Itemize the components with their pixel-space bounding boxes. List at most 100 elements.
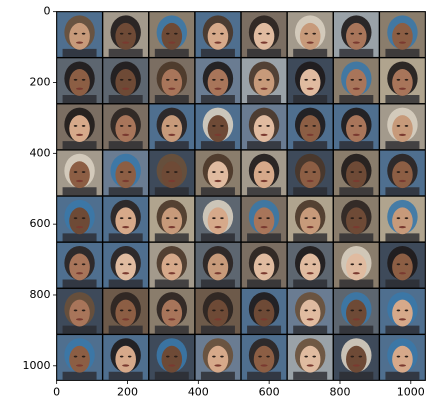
tile-eye	[165, 309, 170, 312]
tile-mouth	[122, 133, 130, 136]
tile-eye	[174, 125, 178, 127]
tile-eye	[73, 171, 78, 173]
tile-shoulders	[200, 94, 235, 104]
tile-eye	[258, 263, 262, 266]
tile-face	[115, 115, 136, 143]
tile-shoulders	[293, 233, 328, 242]
tile-eye	[220, 355, 224, 358]
tile-shoulders	[247, 279, 282, 288]
tile-eye	[81, 125, 86, 127]
tile-eye	[212, 217, 216, 220]
tile-mouth	[214, 318, 222, 321]
tile-eye	[212, 309, 216, 312]
tile-shoulders	[108, 94, 143, 104]
tile-eye	[304, 78, 308, 81]
tile-face	[392, 22, 413, 50]
tile-shoulders	[293, 279, 328, 288]
tile-face	[392, 345, 413, 373]
tile-mouth	[306, 41, 314, 44]
tile-eye	[212, 78, 216, 81]
tile-mouth	[122, 41, 130, 44]
tile-mouth	[260, 179, 268, 183]
tile-eye	[174, 309, 178, 312]
tile-face	[207, 69, 229, 96]
tile-face	[346, 253, 367, 281]
tile-shoulders	[62, 94, 97, 104]
tile-face	[115, 299, 136, 327]
x-tick-label: 1000	[397, 386, 425, 399]
tile-shoulders	[200, 325, 235, 334]
tile-shoulders	[293, 187, 328, 196]
tile-shoulders	[154, 48, 189, 57]
tile-eye	[350, 78, 355, 81]
tile-eye	[220, 263, 224, 266]
tile-eye	[404, 217, 409, 220]
tile-eye	[220, 171, 224, 173]
tile-mouth	[306, 179, 314, 183]
tile-eye	[220, 125, 224, 127]
tile-mouth	[352, 318, 360, 321]
tile-eye	[119, 309, 124, 312]
tile-shoulders	[385, 279, 420, 288]
tile-eye	[258, 217, 262, 220]
tile-face	[115, 22, 136, 50]
tile-face	[161, 345, 183, 373]
tile-face	[253, 253, 275, 281]
tile-shoulders	[154, 233, 189, 242]
tile-face	[392, 69, 413, 96]
tile-eye	[396, 263, 401, 266]
tile-eye	[358, 217, 363, 220]
tile-mouth	[75, 364, 84, 367]
tile-shoulders	[200, 233, 235, 242]
tile-mouth	[75, 133, 84, 136]
tile-mouth	[75, 225, 84, 229]
tile-shoulders	[154, 325, 189, 334]
tile-face	[299, 115, 321, 143]
tile-eye	[165, 32, 170, 35]
tile-mouth	[260, 272, 268, 275]
tile-face	[392, 253, 413, 281]
tile-mouth	[398, 87, 407, 90]
tile-face	[69, 299, 90, 327]
tile-mouth	[168, 133, 176, 136]
tile-face	[253, 161, 275, 189]
tile-face	[69, 253, 90, 281]
tile-mouth	[260, 318, 268, 321]
tile-eye	[119, 217, 124, 220]
tile-face	[161, 299, 183, 327]
tile-eye	[404, 355, 409, 358]
tile-eye	[81, 171, 86, 173]
tile-mouth	[398, 133, 407, 136]
tile-eye	[81, 263, 86, 266]
tile-face	[392, 161, 413, 189]
tile-face	[115, 161, 136, 189]
tile-eye	[165, 355, 170, 358]
tile-eye	[404, 171, 409, 173]
tile-mouth	[122, 179, 130, 183]
tile-mouth	[260, 41, 268, 44]
tile-shoulders	[385, 187, 420, 196]
tile-mouth	[122, 364, 130, 367]
tile-face	[207, 299, 229, 327]
tile-mouth	[214, 225, 222, 229]
tile-shoulders	[154, 94, 189, 104]
tile-eye	[127, 125, 132, 127]
tile-mouth	[122, 272, 130, 275]
tile-shoulders	[385, 48, 420, 57]
tile-eye	[73, 217, 78, 220]
image-grid	[56, 11, 426, 381]
tile-face	[253, 22, 275, 50]
tile-shoulders	[339, 141, 374, 150]
tile-eye	[127, 355, 132, 358]
tile-face	[115, 69, 136, 96]
tile-shoulders	[108, 279, 143, 288]
tile-eye	[266, 309, 270, 312]
tile-face	[161, 69, 183, 96]
tile-eye	[396, 355, 401, 358]
tile-eye	[81, 217, 86, 220]
tile-shoulders	[108, 233, 143, 242]
tile-eye	[304, 355, 308, 358]
tile-mouth	[260, 133, 268, 136]
tile-eye	[404, 309, 409, 312]
tile-mouth	[352, 272, 360, 275]
